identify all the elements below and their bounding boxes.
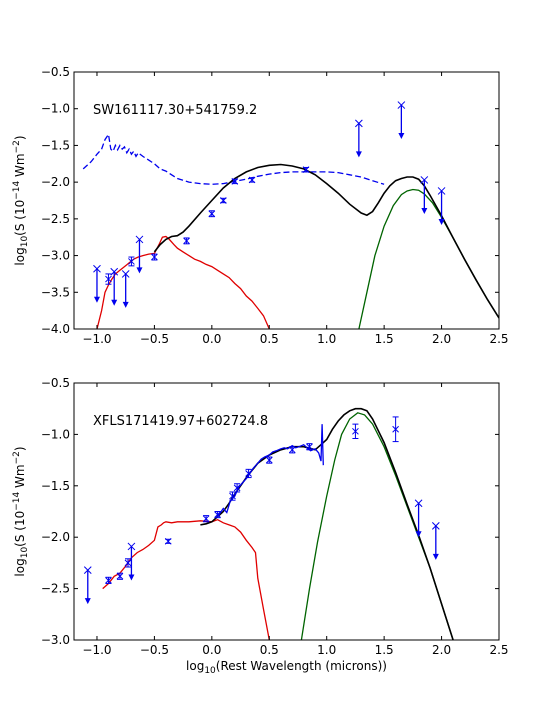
upper-limit-marker (437, 187, 446, 225)
x-tick-label: −0.5 (140, 643, 169, 657)
data-point (105, 576, 112, 584)
upper-limit-marker (127, 542, 136, 581)
y-tick-label: −4.0 (41, 322, 70, 336)
x-tick-label: 2.5 (489, 332, 508, 346)
x-tick-label: 2.5 (489, 643, 508, 657)
data-point (231, 178, 239, 185)
data-point (116, 572, 124, 580)
upper-limit-marker (431, 522, 440, 560)
x-tick-label: 0.5 (260, 643, 279, 657)
data-point (352, 423, 359, 440)
upper-limit-marker (93, 264, 101, 303)
y-tick-label: −1.5 (41, 138, 70, 152)
upper-limit-marker (414, 499, 423, 538)
series-line-2 (200, 407, 454, 640)
x-tick-label: 2.0 (432, 643, 451, 657)
x-tick-label: 2.0 (432, 332, 451, 346)
axes-frame (73, 382, 500, 641)
upper-limit-marker (355, 119, 363, 158)
data-point (392, 416, 399, 443)
x-tick-label: −1.0 (82, 643, 111, 657)
plot-area (82, 101, 499, 329)
x-tick-label: 1.5 (375, 332, 394, 346)
series-line-3 (153, 163, 499, 319)
data-point (202, 515, 210, 523)
y-axis-label: log10(S (10−14 Wm−2) (12, 135, 30, 265)
series-line-1 (300, 412, 454, 640)
upper-limit-marker (110, 267, 119, 306)
y-tick-label: −1.5 (41, 479, 70, 493)
y-tick-label: −3.0 (41, 633, 70, 647)
x-tick-label: 1.0 (317, 332, 336, 346)
series-line-2 (358, 188, 499, 329)
data-point (164, 537, 172, 545)
data-point (265, 456, 273, 464)
y-tick-label: −2.0 (41, 530, 70, 544)
y-tick-label: −2.0 (41, 175, 70, 189)
series-line-1 (96, 235, 270, 329)
panel-top: −1.0 −0.5 0.0 0.5 1.0 1.5 2.0 2.5 −4.0 −3.5 −3.0 −2… (12, 65, 509, 346)
y-tick-label: −2.5 (41, 582, 70, 596)
data-point (105, 273, 112, 285)
x-axis-label: log10(Rest Wavelength (microns)) (186, 659, 387, 676)
y-tick-label: −3.5 (41, 285, 70, 299)
data-point (128, 256, 135, 267)
y-tick-label: −2.5 (41, 212, 70, 226)
y-tick-label: −1.0 (41, 102, 70, 116)
data-point (302, 166, 310, 174)
x-tick-label: −0.5 (140, 332, 169, 346)
x-tick-label: 1.0 (317, 643, 336, 657)
object-name-label: XFLS171419.97+602724.8 (93, 414, 268, 429)
x-tick-label: 0.5 (260, 332, 279, 346)
data-point (248, 176, 256, 184)
data-point (233, 483, 241, 493)
x-tick-label: 0.0 (202, 643, 221, 657)
y-tick-label: −0.5 (41, 376, 70, 390)
y-tick-label: −1.0 (41, 427, 70, 441)
object-name-label: SW161117.30+541759.2 (93, 103, 257, 118)
panel-bottom: −1.0 −0.5 0.0 0.5 1.0 1.5 2.0 2.5 −3.0 −2.5 −2.0 −1… (12, 376, 509, 676)
data-point (229, 491, 236, 501)
data-point (208, 210, 216, 218)
data-point (288, 446, 296, 454)
y-axis-label: log10(S (10−14 Wm−2) (12, 446, 30, 576)
data-point (245, 468, 252, 479)
x-tick-label: 0.0 (202, 332, 221, 346)
series-line-0 (82, 132, 385, 185)
upper-limit-marker (135, 235, 144, 274)
series-line-0 (102, 518, 270, 640)
plot-area (83, 407, 454, 640)
data-point (151, 253, 158, 261)
upper-limit-marker (121, 270, 130, 308)
y-tick-label: −3.0 (41, 249, 70, 263)
x-tick-label: 1.5 (375, 643, 394, 657)
data-point (183, 237, 190, 245)
upper-limit-marker (83, 566, 92, 605)
axes-frame (73, 71, 500, 330)
data-point (219, 197, 227, 204)
series-line-3 (217, 424, 324, 517)
upper-limit-marker (397, 101, 406, 140)
data-point (306, 443, 313, 451)
x-tick-label: −1.0 (82, 332, 111, 346)
data-point (214, 511, 221, 519)
y-tick-label: −0.5 (41, 65, 70, 79)
upper-limit-marker (420, 176, 429, 214)
data-point (124, 558, 132, 568)
